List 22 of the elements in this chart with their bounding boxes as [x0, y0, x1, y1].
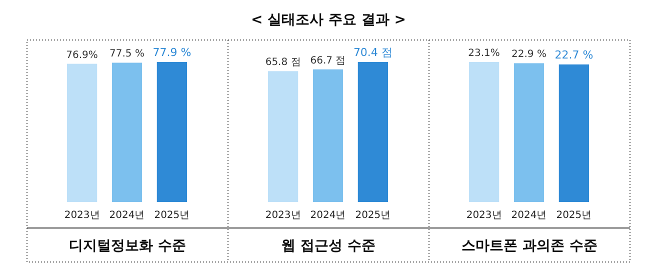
- x-tick-label: 2025년: [556, 210, 592, 221]
- x-tick-label: 2023년: [466, 210, 502, 221]
- x-tick-label: 2023년: [265, 210, 301, 221]
- x-axis-title: 스마트폰 과의존 수준: [462, 238, 598, 254]
- x-tick-label: 2024년: [109, 210, 145, 221]
- x-tick-label: 2023년: [64, 210, 100, 221]
- data-label: 70.4 점: [353, 46, 392, 59]
- data-label: 77.9 %: [152, 46, 192, 59]
- x-axis-title: 디지털정보화 수준: [69, 238, 186, 254]
- x-tick-label: 2025년: [154, 210, 190, 221]
- data-label: 22.9 %: [512, 49, 546, 60]
- data-label: 65.8 점: [265, 57, 301, 68]
- data-label: 76.9%: [66, 50, 98, 61]
- data-label: 23.1%: [468, 48, 500, 59]
- chart-title: < 실태조사 주요 결과 >: [251, 12, 406, 28]
- x-tick-label: 2024년: [511, 210, 547, 221]
- data-label: 22.7 %: [554, 48, 594, 62]
- data-label: 66.7 점: [310, 55, 346, 66]
- data-label: 77.5 %: [110, 48, 144, 60]
- x-tick-label: 2025년: [355, 210, 391, 221]
- x-axis-title: 웹 접근성 수준: [282, 238, 376, 254]
- x-tick-label: 2024년: [310, 210, 346, 221]
